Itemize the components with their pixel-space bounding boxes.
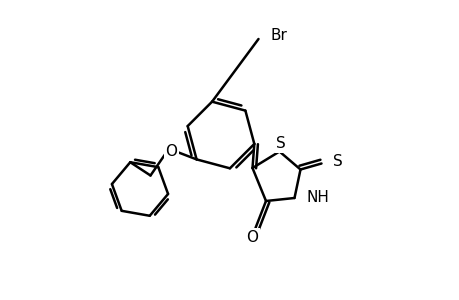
Text: Br: Br — [270, 28, 287, 44]
Text: O: O — [246, 230, 258, 244]
Text: S: S — [333, 154, 342, 169]
Text: NH: NH — [306, 190, 329, 206]
Text: O: O — [165, 144, 177, 159]
Text: S: S — [275, 136, 285, 152]
